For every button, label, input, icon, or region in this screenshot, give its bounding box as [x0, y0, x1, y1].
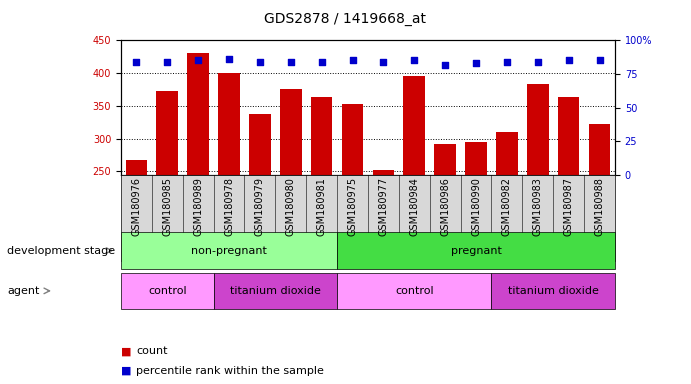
Text: titanium dioxide: titanium dioxide [230, 286, 321, 296]
Point [347, 57, 358, 63]
Bar [342, 104, 363, 335]
Text: GSM180984: GSM180984 [409, 177, 419, 235]
Text: GSM180977: GSM180977 [379, 177, 388, 236]
Point [594, 57, 605, 63]
Text: GDS2878 / 1419668_at: GDS2878 / 1419668_at [265, 12, 426, 25]
Bar [558, 97, 580, 335]
Bar [496, 132, 518, 335]
Text: GSM180978: GSM180978 [224, 177, 234, 236]
Text: GSM180989: GSM180989 [193, 177, 203, 235]
Text: GSM180987: GSM180987 [564, 177, 574, 236]
Point [223, 56, 234, 62]
Text: titanium dioxide: titanium dioxide [508, 286, 598, 296]
Bar [187, 53, 209, 335]
Point [471, 60, 482, 66]
Text: ■: ■ [121, 366, 131, 376]
Text: control: control [148, 286, 187, 296]
Bar [311, 97, 332, 335]
Point [131, 59, 142, 65]
Text: percentile rank within the sample: percentile rank within the sample [136, 366, 324, 376]
Bar [527, 84, 549, 335]
Bar [126, 160, 147, 335]
Text: development stage: development stage [7, 245, 115, 256]
Text: non-pregnant: non-pregnant [191, 245, 267, 256]
Text: agent: agent [7, 286, 39, 296]
Point [378, 59, 389, 65]
Text: GSM180982: GSM180982 [502, 177, 512, 236]
Text: GSM180979: GSM180979 [255, 177, 265, 236]
Text: pregnant: pregnant [451, 245, 502, 256]
Text: GSM180985: GSM180985 [162, 177, 172, 236]
Bar [465, 142, 487, 335]
Text: GSM180990: GSM180990 [471, 177, 481, 235]
Text: ■: ■ [121, 346, 131, 356]
Bar [218, 73, 240, 335]
Bar [589, 124, 610, 335]
Bar [156, 91, 178, 335]
Bar [435, 144, 456, 335]
Point [439, 61, 451, 68]
Text: GSM180980: GSM180980 [286, 177, 296, 235]
Point [162, 59, 173, 65]
Point [563, 57, 574, 63]
Bar [280, 89, 301, 335]
Bar [404, 76, 425, 335]
Point [532, 59, 543, 65]
Bar [249, 114, 271, 335]
Text: GSM180983: GSM180983 [533, 177, 543, 235]
Point [193, 57, 204, 63]
Point [285, 59, 296, 65]
Bar [372, 170, 394, 335]
Text: GSM180986: GSM180986 [440, 177, 450, 235]
Point [502, 59, 513, 65]
Point [409, 57, 420, 63]
Text: GSM180975: GSM180975 [348, 177, 357, 236]
Text: control: control [395, 286, 433, 296]
Point [316, 59, 327, 65]
Point [254, 59, 265, 65]
Text: GSM180988: GSM180988 [594, 177, 605, 235]
Text: count: count [136, 346, 168, 356]
Text: GSM180981: GSM180981 [316, 177, 327, 235]
Text: GSM180976: GSM180976 [131, 177, 142, 236]
